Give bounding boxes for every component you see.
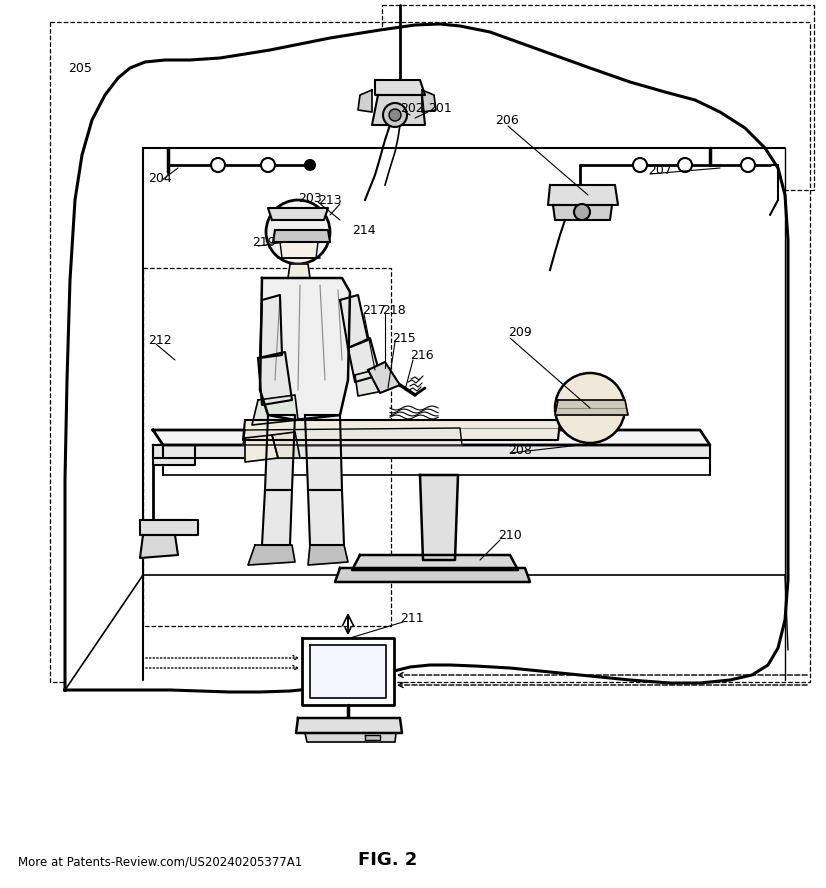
- Text: 206: 206: [495, 114, 519, 126]
- Text: 217: 217: [362, 304, 386, 316]
- Bar: [382, 5, 814, 190]
- Polygon shape: [268, 208, 328, 220]
- Polygon shape: [348, 338, 380, 382]
- Polygon shape: [372, 95, 425, 125]
- Polygon shape: [153, 445, 163, 458]
- Text: 204: 204: [148, 171, 172, 185]
- Circle shape: [305, 160, 315, 170]
- Text: 216: 216: [410, 348, 434, 361]
- Polygon shape: [243, 428, 462, 445]
- Polygon shape: [308, 490, 344, 545]
- Text: 209: 209: [508, 326, 532, 338]
- Text: 201: 201: [428, 101, 452, 115]
- Polygon shape: [422, 90, 436, 112]
- Polygon shape: [335, 568, 530, 582]
- Circle shape: [389, 109, 401, 121]
- Text: FIG. 2: FIG. 2: [358, 851, 417, 869]
- Text: More at Patents-Review.com/US20240205377A1: More at Patents-Review.com/US20240205377…: [18, 855, 302, 868]
- Circle shape: [383, 103, 407, 127]
- Polygon shape: [365, 735, 380, 740]
- Text: 213: 213: [318, 194, 342, 207]
- Polygon shape: [375, 80, 425, 95]
- Text: 211: 211: [400, 612, 424, 624]
- Polygon shape: [272, 432, 300, 458]
- Polygon shape: [553, 205, 612, 220]
- Polygon shape: [352, 555, 518, 570]
- Circle shape: [211, 158, 225, 172]
- Polygon shape: [420, 475, 458, 560]
- Text: 218: 218: [382, 304, 406, 316]
- Polygon shape: [368, 362, 400, 393]
- Polygon shape: [555, 400, 628, 415]
- Polygon shape: [248, 545, 295, 565]
- Text: 210: 210: [498, 528, 522, 542]
- Text: 215: 215: [392, 331, 415, 345]
- Polygon shape: [140, 535, 178, 558]
- Circle shape: [555, 373, 625, 443]
- Polygon shape: [260, 278, 350, 420]
- Polygon shape: [163, 445, 710, 458]
- Polygon shape: [273, 230, 330, 242]
- Polygon shape: [358, 90, 372, 112]
- Polygon shape: [153, 445, 195, 465]
- Polygon shape: [245, 435, 278, 462]
- Polygon shape: [288, 264, 310, 278]
- Polygon shape: [262, 490, 292, 545]
- Text: 212: 212: [148, 334, 172, 346]
- Polygon shape: [296, 718, 402, 733]
- Circle shape: [574, 204, 590, 220]
- Polygon shape: [252, 395, 298, 425]
- Bar: [143, 268, 391, 626]
- Text: 219: 219: [252, 235, 276, 249]
- Circle shape: [633, 158, 647, 172]
- Polygon shape: [310, 645, 386, 698]
- Polygon shape: [302, 638, 394, 705]
- Polygon shape: [305, 733, 396, 742]
- Polygon shape: [260, 295, 282, 358]
- Polygon shape: [153, 430, 710, 445]
- Polygon shape: [258, 352, 292, 405]
- Text: 203: 203: [298, 192, 322, 204]
- Text: 202: 202: [400, 101, 424, 115]
- Bar: [50, 22, 810, 682]
- Polygon shape: [548, 185, 618, 205]
- Polygon shape: [355, 368, 388, 396]
- Text: 207: 207: [648, 163, 672, 177]
- Circle shape: [678, 158, 692, 172]
- Text: 208: 208: [508, 443, 532, 456]
- Circle shape: [266, 200, 330, 264]
- Polygon shape: [265, 415, 295, 490]
- Polygon shape: [65, 24, 788, 692]
- Circle shape: [741, 158, 755, 172]
- Polygon shape: [340, 295, 368, 348]
- Polygon shape: [308, 545, 348, 565]
- Circle shape: [261, 158, 275, 172]
- Polygon shape: [140, 520, 198, 535]
- Text: 205: 205: [68, 61, 92, 75]
- Polygon shape: [280, 242, 318, 258]
- Polygon shape: [243, 420, 560, 440]
- Polygon shape: [305, 415, 342, 490]
- Text: 214: 214: [352, 224, 376, 236]
